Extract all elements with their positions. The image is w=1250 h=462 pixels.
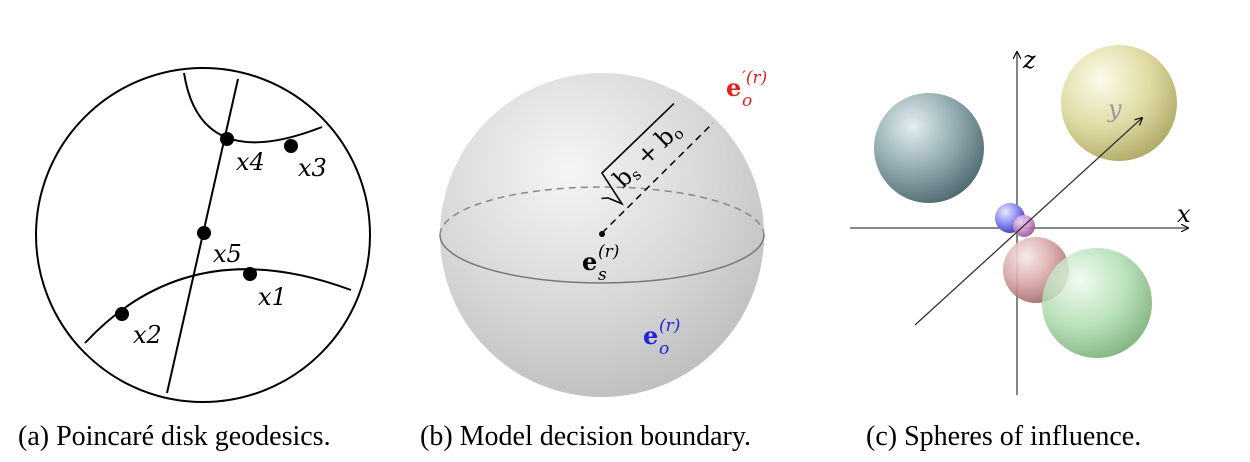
sphere-teal (874, 93, 984, 203)
label-x2: x2 (133, 321, 162, 349)
panel-b-decision-boundary: bs + bo e (r) s e (r) o e ′(r) o (b) Mod… (420, 68, 767, 452)
svg-text:e: e (643, 321, 658, 350)
radius-line (601, 122, 714, 234)
center-label: e (582, 247, 597, 276)
caption-b: (b) Model decision boundary. (420, 421, 751, 452)
sqrt-symbol (600, 102, 675, 206)
panel-a-poincare-disk: x4 x3 x5 x1 x2 (a) Poincaré disk geodesi… (18, 67, 371, 452)
svg-text:o: o (742, 91, 752, 111)
object-prime-label: e ′(r) o (726, 68, 767, 111)
svg-text:(r): (r) (659, 316, 680, 336)
label-x4: x4 (236, 148, 265, 176)
point-x3 (284, 139, 298, 153)
svg-text:o: o (659, 339, 669, 359)
panel-c-spheres-of-influence: z x y (c) Spheres of influence. (850, 45, 1191, 452)
sphere-yellow (1061, 45, 1177, 161)
label-x5: x5 (213, 240, 242, 268)
object-label: e (r) o (643, 316, 680, 359)
center-label-sup: (r) (598, 242, 619, 262)
axis-label-z: z (1022, 46, 1036, 74)
geodesic-arc-top (183, 72, 323, 144)
point-x5 (197, 226, 211, 240)
axis-label-x: x (1177, 200, 1191, 228)
center-point (599, 231, 605, 237)
caption-a: (a) Poincaré disk geodesics. (18, 421, 331, 452)
point-x1 (243, 267, 257, 281)
geodesic-arc-bottom (84, 268, 352, 344)
svg-text:′(r): ′(r) (742, 68, 767, 88)
label-x3: x3 (298, 154, 327, 182)
sphere-green (1042, 248, 1152, 358)
center-label-sub: s (598, 265, 607, 285)
equator-back (439, 186, 765, 236)
label-x1: x1 (258, 283, 287, 311)
axis-label-y: y (1107, 95, 1122, 123)
point-x2 (115, 307, 129, 321)
svg-text:e: e (726, 73, 741, 102)
caption-c: (c) Spheres of influence. (866, 421, 1141, 452)
point-x4 (220, 132, 234, 146)
poincare-disk-boundary (35, 67, 371, 403)
equator-front (439, 234, 765, 284)
axis-y (914, 118, 1142, 326)
